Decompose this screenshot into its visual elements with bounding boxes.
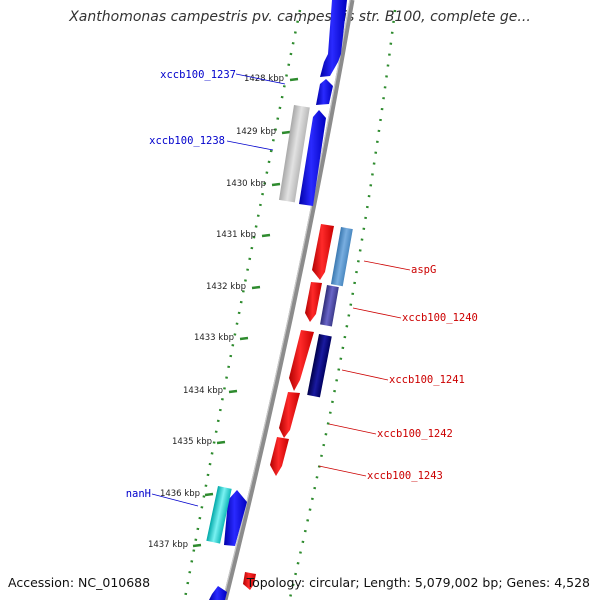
gene-label[interactable]: xccb100_1243 — [367, 470, 443, 482]
gene-label[interactable]: xccb100_1237 — [160, 69, 236, 81]
tick-label: 1437 kbp — [148, 540, 188, 550]
tick-mark — [261, 233, 271, 238]
map-title: Xanthomonas campestris pv. campestris st… — [69, 9, 531, 25]
tick-label: 1429 kbp — [236, 127, 276, 137]
topology-value: circular — [309, 575, 356, 590]
tick-label: 1436 kbp — [160, 489, 200, 499]
tick-label: 1434 kbp — [183, 386, 223, 396]
gene-label[interactable]: xccb100_1240 — [402, 312, 478, 324]
label-leader-line — [151, 493, 199, 507]
gene-arrow-reverse[interactable] — [305, 282, 322, 322]
tick-mark — [192, 543, 202, 548]
label-leader-line — [318, 465, 367, 477]
tick-mark — [289, 77, 299, 82]
label-leader-line — [363, 260, 411, 271]
label-leader-line — [235, 73, 286, 85]
gene-arrow-reverse[interactable] — [270, 437, 289, 476]
tick-mark — [239, 336, 249, 341]
gene-box-gray[interactable] — [278, 105, 310, 203]
tick-mark — [271, 182, 281, 187]
inner-tick-ring — [183, 9, 302, 599]
outer-tick-ring — [288, 9, 397, 599]
genes-label: Genes: — [506, 575, 551, 590]
label-leader-line — [341, 369, 389, 381]
genome-backbone-highlight — [222, 0, 351, 600]
gene-arrow-xccb100_1238[interactable] — [299, 110, 326, 206]
tick-label: 1433 kbp — [194, 333, 234, 343]
gene-arrow-forward[interactable] — [209, 586, 227, 600]
gene-label[interactable]: nanH — [126, 488, 151, 500]
label-leader-line — [328, 423, 377, 435]
gene-arrow-forward[interactable] — [224, 490, 247, 546]
gene-arrow-reverse[interactable] — [289, 330, 314, 391]
gene-arrow-reverse[interactable] — [243, 572, 256, 590]
gene-label[interactable]: xccb100_1241 — [389, 374, 465, 386]
gene-box-aspG[interactable] — [330, 227, 353, 287]
tick-label: 1428 kbp — [244, 74, 284, 84]
tick-label: 1430 kbp — [226, 179, 266, 189]
topology-label: Topology: — [246, 575, 306, 590]
accession-label: Accession: — [8, 575, 75, 590]
tick-mark — [216, 440, 226, 445]
tick-label: 1432 kbp — [206, 282, 246, 292]
gene-label[interactable]: xccb100_1242 — [377, 428, 453, 440]
gene-arrow-forward[interactable] — [316, 79, 333, 105]
tick-mark — [204, 492, 214, 497]
gene-box-xccb100_1241[interactable] — [307, 334, 332, 398]
gene-box-nanH[interactable] — [206, 485, 232, 544]
tick-mark — [281, 130, 291, 135]
gene-box-xccb100_1240[interactable] — [320, 285, 339, 327]
gene-arrow-reverse[interactable] — [279, 392, 300, 438]
tick-label: 1435 kbp — [172, 437, 212, 447]
gene-arrow-reverse[interactable] — [312, 224, 334, 280]
genome-summary: Topology: circular; Length: 5,079,002 bp… — [246, 575, 590, 590]
gene-label[interactable]: xccb100_1238 — [149, 135, 225, 147]
tick-label: 1431 kbp — [216, 230, 256, 240]
genes-count: 4,528 — [554, 575, 590, 590]
label-leader-line — [352, 307, 402, 319]
tick-mark — [251, 285, 261, 290]
gene-label[interactable]: aspG — [411, 264, 436, 276]
accession-info: Accession: NC_010688 — [8, 575, 150, 590]
accession-value: NC_010688 — [78, 575, 151, 590]
tick-mark — [228, 389, 238, 394]
label-leader-line — [226, 140, 274, 151]
length-value: 5,079,002 bp — [414, 575, 499, 590]
gene-arrow-forward[interactable] — [320, 0, 347, 77]
genome-backbone — [222, 0, 355, 600]
length-label: Length: — [363, 575, 411, 590]
tick-marks — [192, 77, 299, 548]
